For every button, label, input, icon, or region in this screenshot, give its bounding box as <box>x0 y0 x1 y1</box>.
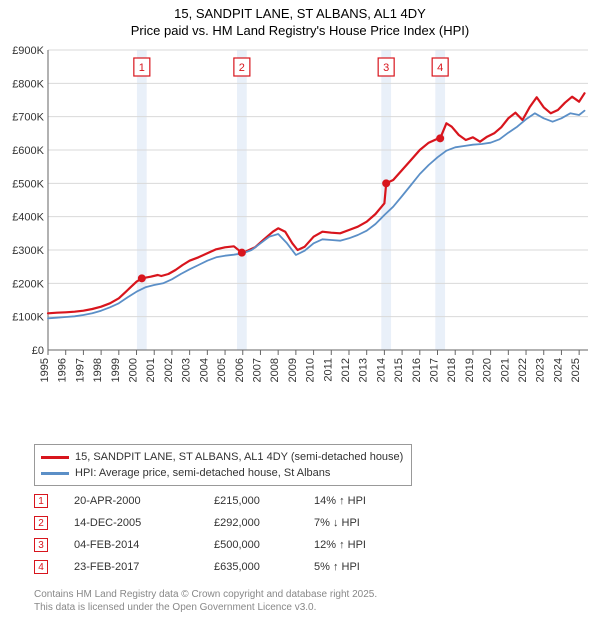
svg-text:2001: 2001 <box>145 358 157 382</box>
event-row: 1 20-APR-2000 £215,000 14% ↑ HPI <box>34 490 414 512</box>
svg-text:£500K: £500K <box>12 178 44 190</box>
legend-row-hpi: HPI: Average price, semi-detached house,… <box>41 465 403 481</box>
footer-line1: Contains HM Land Registry data © Crown c… <box>34 589 377 602</box>
svg-text:2012: 2012 <box>340 358 352 382</box>
svg-text:£200K: £200K <box>12 278 44 290</box>
svg-text:2021: 2021 <box>499 358 511 382</box>
chart-svg: £0 £100K £200K £300K £400K £500K £600K £700K £80… <box>8 44 592 404</box>
svg-text:2013: 2013 <box>358 358 370 382</box>
legend-row-price: 15, SANDPIT LANE, ST ALBANS, AL1 4DY (se… <box>41 449 403 465</box>
event-row: 2 14-DEC-2005 £292,000 7% ↓ HPI <box>34 512 414 534</box>
svg-text:2008: 2008 <box>269 358 281 382</box>
legend-swatch-blue <box>41 472 69 475</box>
svg-text:3: 3 <box>383 62 389 74</box>
title-line2: Price paid vs. HM Land Registry's House … <box>0 23 600 38</box>
svg-text:1997: 1997 <box>74 358 86 382</box>
event-pct: 5% ↑ HPI <box>314 561 414 573</box>
svg-text:2003: 2003 <box>181 358 193 382</box>
legend-swatch-red <box>41 456 69 459</box>
svg-text:2007: 2007 <box>251 358 263 382</box>
svg-text:1996: 1996 <box>57 358 69 382</box>
svg-text:2017: 2017 <box>429 358 441 382</box>
svg-text:£800K: £800K <box>12 78 44 90</box>
svg-text:4: 4 <box>437 62 443 74</box>
svg-text:2009: 2009 <box>287 358 299 382</box>
svg-text:2025: 2025 <box>570 358 582 382</box>
svg-text:2019: 2019 <box>464 358 476 382</box>
legend: 15, SANDPIT LANE, ST ALBANS, AL1 4DY (se… <box>34 444 412 486</box>
legend-label-price: 15, SANDPIT LANE, ST ALBANS, AL1 4DY (se… <box>75 451 403 463</box>
svg-text:2002: 2002 <box>163 358 175 382</box>
svg-text:2018: 2018 <box>446 358 458 382</box>
svg-text:2: 2 <box>239 62 245 74</box>
svg-text:£900K: £900K <box>12 45 44 57</box>
event-marker: 3 <box>34 538 48 552</box>
event-row: 3 04-FEB-2014 £500,000 12% ↑ HPI <box>34 534 414 556</box>
title-line1: 15, SANDPIT LANE, ST ALBANS, AL1 4DY <box>0 6 600 21</box>
svg-text:2011: 2011 <box>322 358 334 382</box>
event-pct: 12% ↑ HPI <box>314 539 414 551</box>
svg-text:2020: 2020 <box>482 358 494 382</box>
svg-text:2014: 2014 <box>375 358 387 382</box>
event-price: £500,000 <box>214 539 314 551</box>
svg-text:2023: 2023 <box>535 358 547 382</box>
event-price: £635,000 <box>214 561 314 573</box>
svg-text:2022: 2022 <box>517 358 529 382</box>
chart-area: £0 £100K £200K £300K £400K £500K £600K £700K £80… <box>8 44 592 404</box>
footer-line2: This data is licensed under the Open Gov… <box>34 602 377 615</box>
event-pct: 14% ↑ HPI <box>314 495 414 507</box>
svg-text:£300K: £300K <box>12 245 44 257</box>
svg-text:£400K: £400K <box>12 212 44 224</box>
event-pct: 7% ↓ HPI <box>314 517 414 529</box>
event-date: 20-APR-2000 <box>74 495 214 507</box>
svg-text:2005: 2005 <box>216 358 228 382</box>
svg-text:£700K: £700K <box>12 112 44 124</box>
svg-text:1: 1 <box>139 62 145 74</box>
chart-title-block: 15, SANDPIT LANE, ST ALBANS, AL1 4DY Pri… <box>0 0 600 38</box>
event-marker: 2 <box>34 516 48 530</box>
svg-text:£100K: £100K <box>12 312 44 324</box>
svg-text:1995: 1995 <box>39 358 51 382</box>
svg-text:1998: 1998 <box>92 358 104 382</box>
svg-text:2004: 2004 <box>198 358 210 382</box>
legend-label-hpi: HPI: Average price, semi-detached house,… <box>75 467 330 479</box>
footer-attribution: Contains HM Land Registry data © Crown c… <box>34 589 377 614</box>
svg-text:2000: 2000 <box>128 358 140 382</box>
svg-text:2010: 2010 <box>305 358 317 382</box>
event-date: 14-DEC-2005 <box>74 517 214 529</box>
events-table: 1 20-APR-2000 £215,000 14% ↑ HPI 2 14-DE… <box>34 490 414 578</box>
svg-text:2015: 2015 <box>393 358 405 382</box>
event-row: 4 23-FEB-2017 £635,000 5% ↑ HPI <box>34 556 414 578</box>
svg-text:2024: 2024 <box>552 358 564 382</box>
event-marker: 4 <box>34 560 48 574</box>
event-price: £215,000 <box>214 495 314 507</box>
event-date: 04-FEB-2014 <box>74 539 214 551</box>
svg-text:2016: 2016 <box>411 358 423 382</box>
event-date: 23-FEB-2017 <box>74 561 214 573</box>
event-marker: 1 <box>34 494 48 508</box>
svg-text:2006: 2006 <box>234 358 246 382</box>
svg-text:1999: 1999 <box>110 358 122 382</box>
event-price: £292,000 <box>214 517 314 529</box>
svg-text:£600K: £600K <box>12 145 44 157</box>
svg-text:£0: £0 <box>32 345 44 357</box>
